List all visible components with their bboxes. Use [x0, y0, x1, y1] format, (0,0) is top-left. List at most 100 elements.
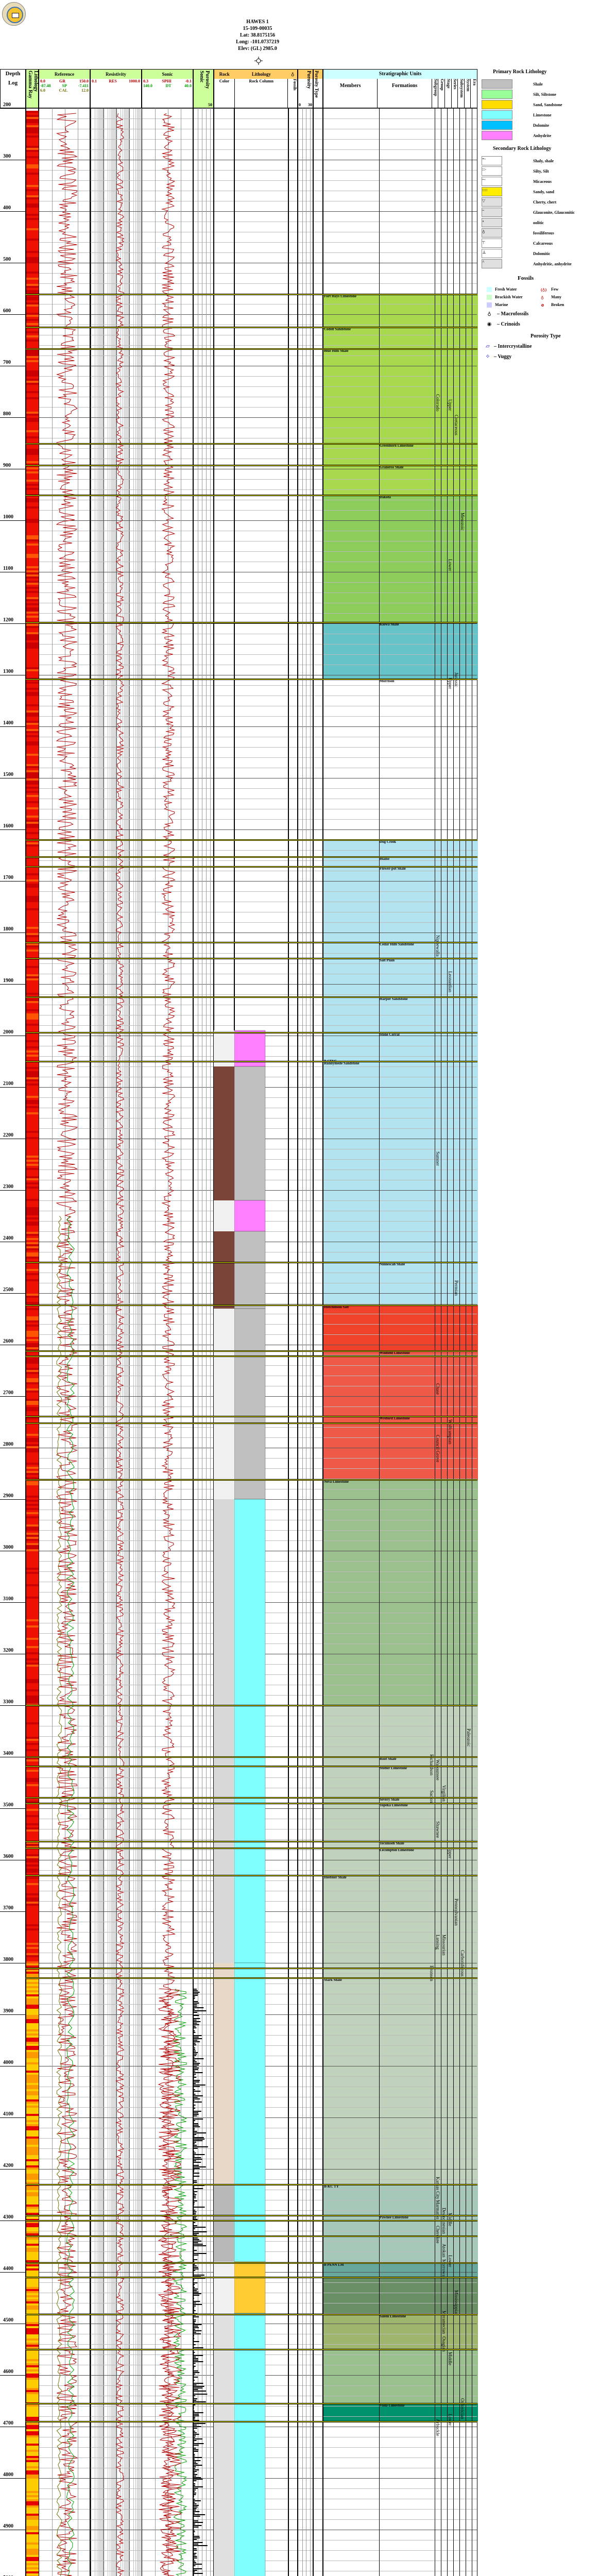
gr-color-strip: [26, 377, 39, 379]
grid-line: [142, 1839, 193, 1840]
sonic-porosity-bar: [194, 2537, 200, 2538]
gr-color-strip: [26, 1075, 39, 1077]
grid-line: [235, 850, 288, 851]
gr-color-strip: [26, 2351, 39, 2353]
gr-color-strip: [26, 236, 39, 239]
grid-line: [91, 1530, 141, 1531]
grid-line: [194, 2169, 213, 2170]
sonic-porosity-bar: [194, 2105, 196, 2106]
grid-line: [142, 1633, 193, 1634]
gr-color-strip: [26, 401, 39, 403]
grid-line: [39, 994, 90, 995]
grid-line: [91, 757, 141, 758]
grid-line: [39, 170, 90, 171]
sonic-porosity-bar: [194, 2465, 202, 2466]
swatch: =-: [482, 156, 502, 165]
gr-color-strip: [26, 2444, 39, 2446]
grid-line: [214, 283, 234, 284]
sonic-porosity-bar: [194, 2361, 203, 2362]
gr-color-strip: [26, 1452, 39, 1454]
gr-color-strip: [26, 1187, 39, 1189]
grid-line: [289, 2138, 297, 2139]
sonic-porosity-bar: [194, 2123, 198, 2124]
gr-color-strip: [26, 706, 39, 708]
gr-color-strip: [26, 1271, 39, 1273]
sonic-porosity-bar: [194, 2020, 197, 2021]
gr-color-strip: [26, 2266, 39, 2268]
depth-tick: [0, 984, 26, 985]
sonic-porosity-bar: [194, 2233, 199, 2234]
grid-line: [298, 829, 313, 830]
sonic-porosity-bar: [194, 2516, 200, 2517]
gr-color-strip: [26, 1902, 39, 1904]
grid-line: [235, 283, 288, 284]
dt-scale: 140.0 DT 40.0: [142, 83, 193, 88]
grid-line: [142, 479, 193, 480]
grid-line: [323, 510, 477, 511]
gr-color-strip: [26, 519, 39, 521]
grid-line: [298, 623, 313, 624]
grid-line: [142, 242, 193, 243]
gr-color-strip: [26, 1469, 39, 1471]
gr-color-strip: [26, 1285, 39, 1287]
gr-color-strip: [26, 263, 39, 265]
sonic-porosity-bar: [194, 2310, 196, 2311]
gr-color-strip: [26, 1454, 39, 1456]
grid-line: [39, 273, 90, 274]
sonic-porosity-bar: [194, 2097, 198, 2098]
gr-color-strip: [26, 2176, 39, 2178]
grid-line: [289, 1695, 297, 1696]
gr-color-strip: [26, 1209, 39, 1211]
gr-color-strip: [26, 523, 39, 525]
sonic-porosity-bar: [194, 2462, 196, 2463]
gr-color-strip: [26, 1314, 39, 1316]
gr-color-strip: [26, 748, 39, 750]
grid-line: [214, 850, 234, 851]
grid-line: [298, 1221, 313, 1222]
sonic-porosity-bar: [194, 2506, 198, 2507]
grid-line: [323, 1602, 477, 1603]
sonic-porosity-bar: [194, 2043, 196, 2044]
gr-color-strip: [26, 1114, 39, 1116]
sonic-porosity-bar: [194, 2131, 197, 2132]
grid-line: [91, 108, 141, 109]
depth-tick: [0, 1705, 26, 1706]
gr-color-strip: [26, 2526, 39, 2528]
sonic-porosity-bar: [194, 2086, 200, 2087]
depth-header: Depth Log: [0, 69, 26, 108]
gr-color-strip: [26, 2320, 39, 2322]
gr-color-strip: [26, 1496, 39, 1498]
gr-color-strip: [26, 2083, 39, 2085]
gr-color-strip: [26, 1088, 39, 1090]
grid-line: [314, 1880, 322, 1881]
grid-line: [298, 881, 313, 882]
grid-line: [142, 2210, 193, 2211]
grid-line: [314, 819, 322, 820]
gr-color-strip: [26, 214, 39, 216]
grid-line: [39, 2344, 90, 2345]
depth-tick: [0, 623, 26, 624]
gr-color-strip: [26, 2165, 39, 2167]
grid-line: [91, 1499, 141, 1500]
grid-line: [289, 1427, 297, 1428]
grid-line: [314, 2416, 322, 2417]
gr-color-strip: [26, 1961, 39, 1963]
gr-color-strip: [26, 2126, 39, 2128]
gr-color-strip: [26, 321, 39, 323]
depth-tick: [0, 108, 26, 109]
gr-color-strip: [26, 607, 39, 609]
gr-color-strip: [26, 814, 39, 816]
grid-line: [91, 1901, 141, 1902]
gr-color-strip: [26, 2258, 39, 2260]
fossils-legend-title: Fossils: [518, 275, 534, 281]
secondary-lithology-item: :::: Sandy, sand: [482, 187, 597, 197]
grid-line: [314, 829, 322, 830]
grid-line: [289, 1324, 297, 1325]
grid-line: [323, 963, 477, 964]
sonic-porosity-max: 50: [208, 103, 212, 107]
gr-color-strip: [26, 1135, 39, 1137]
gr-color-strip: [26, 319, 39, 321]
grid-line: [323, 1932, 477, 1933]
grid-line: [298, 170, 313, 171]
grid-line: [194, 613, 213, 614]
